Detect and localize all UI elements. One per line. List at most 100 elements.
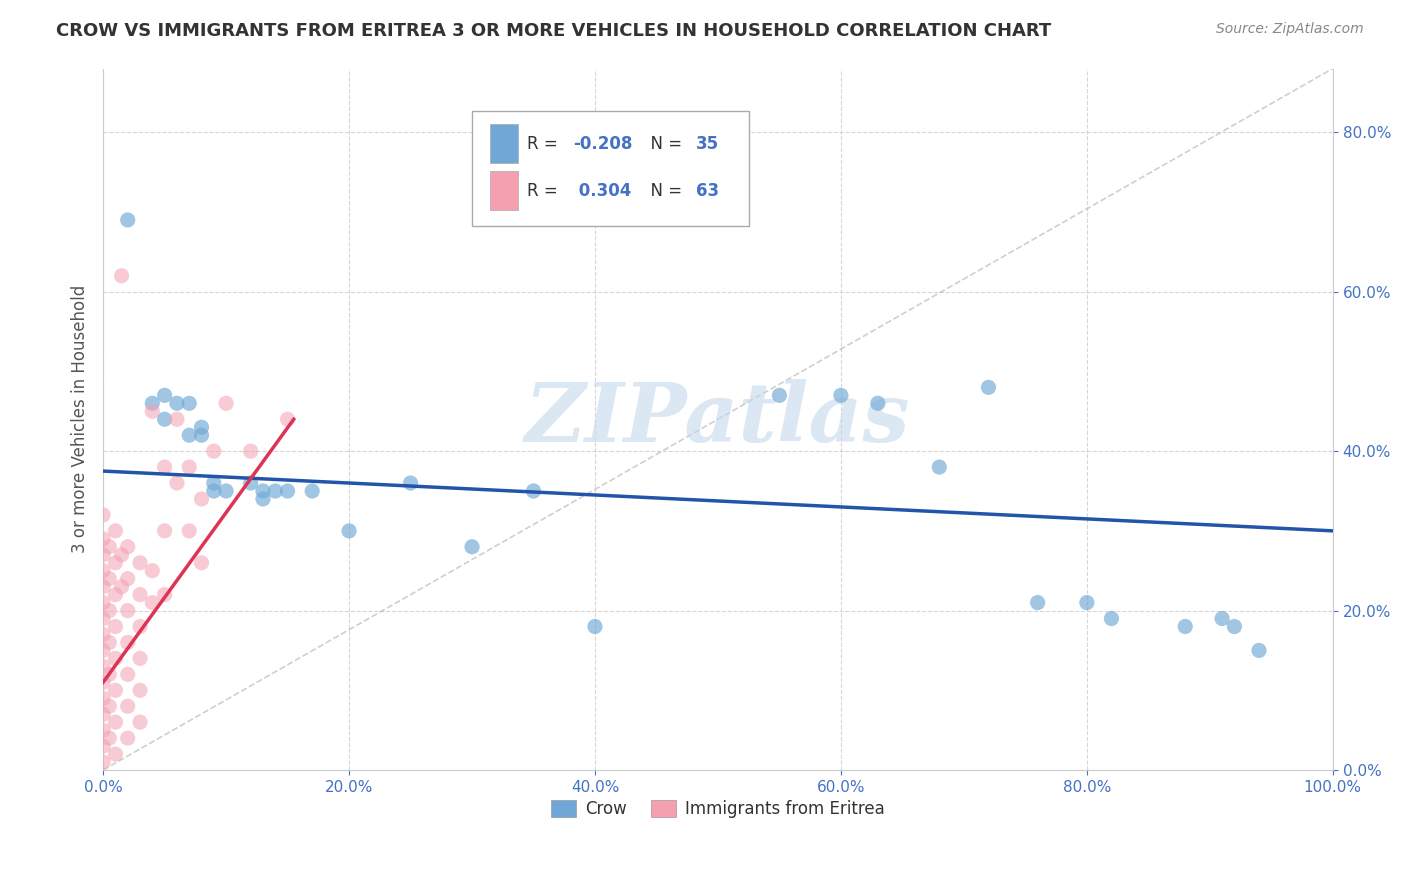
Point bbox=[179, 396, 201, 410]
Point bbox=[141, 404, 163, 418]
Point bbox=[117, 731, 139, 745]
Point bbox=[252, 483, 274, 498]
Point bbox=[153, 412, 176, 426]
Text: -0.208: -0.208 bbox=[572, 135, 633, 153]
FancyBboxPatch shape bbox=[472, 111, 748, 227]
Point bbox=[190, 428, 212, 442]
Text: 35: 35 bbox=[696, 135, 718, 153]
Text: N =: N = bbox=[641, 181, 688, 200]
Point bbox=[166, 412, 188, 426]
Point bbox=[190, 491, 212, 506]
Point bbox=[117, 540, 139, 554]
Point bbox=[91, 675, 114, 690]
Point bbox=[1211, 611, 1233, 625]
Point bbox=[179, 428, 201, 442]
Point bbox=[277, 412, 299, 426]
Point bbox=[252, 491, 274, 506]
Point bbox=[104, 683, 127, 698]
Point bbox=[583, 619, 606, 633]
Point bbox=[129, 715, 152, 730]
Point bbox=[337, 524, 360, 538]
Point bbox=[91, 508, 114, 522]
Point bbox=[166, 396, 188, 410]
Point bbox=[866, 396, 889, 410]
Text: ZIPatlas: ZIPatlas bbox=[526, 379, 911, 459]
Legend: Crow, Immigrants from Eritrea: Crow, Immigrants from Eritrea bbox=[544, 793, 891, 825]
Point bbox=[91, 739, 114, 753]
Point bbox=[190, 420, 212, 434]
Point bbox=[141, 564, 163, 578]
Point bbox=[522, 483, 544, 498]
Point bbox=[117, 699, 139, 714]
Point bbox=[104, 747, 127, 761]
Point bbox=[110, 268, 132, 283]
Text: 63: 63 bbox=[696, 181, 718, 200]
Point bbox=[129, 556, 152, 570]
Text: 0.304: 0.304 bbox=[572, 181, 631, 200]
Point bbox=[98, 603, 121, 617]
Point bbox=[1026, 596, 1049, 610]
Text: N =: N = bbox=[641, 135, 688, 153]
Point bbox=[91, 691, 114, 706]
Point bbox=[91, 564, 114, 578]
Point bbox=[110, 580, 132, 594]
Point bbox=[91, 580, 114, 594]
Bar bbox=[491, 171, 517, 210]
Point bbox=[153, 588, 176, 602]
Point bbox=[110, 548, 132, 562]
Point bbox=[91, 611, 114, 625]
Point bbox=[215, 396, 238, 410]
Point bbox=[239, 444, 262, 458]
Point bbox=[117, 572, 139, 586]
Point bbox=[129, 683, 152, 698]
Point bbox=[1076, 596, 1098, 610]
Y-axis label: 3 or more Vehicles in Household: 3 or more Vehicles in Household bbox=[72, 285, 89, 553]
Point bbox=[768, 388, 790, 402]
Point bbox=[104, 651, 127, 665]
Point bbox=[977, 380, 1000, 394]
Point bbox=[1247, 643, 1270, 657]
Text: R =: R = bbox=[527, 181, 564, 200]
Point bbox=[117, 667, 139, 681]
Point bbox=[91, 643, 114, 657]
Point bbox=[202, 444, 225, 458]
Point bbox=[301, 483, 323, 498]
Point bbox=[91, 723, 114, 738]
Point bbox=[830, 388, 852, 402]
Point bbox=[1099, 611, 1122, 625]
Point bbox=[98, 699, 121, 714]
Point bbox=[104, 619, 127, 633]
Point bbox=[117, 635, 139, 649]
Point bbox=[1174, 619, 1197, 633]
Point bbox=[91, 532, 114, 546]
Point bbox=[1223, 619, 1246, 633]
Point bbox=[166, 476, 188, 491]
Point bbox=[104, 556, 127, 570]
Point bbox=[141, 596, 163, 610]
Point bbox=[129, 651, 152, 665]
Point bbox=[153, 388, 176, 402]
Point bbox=[202, 483, 225, 498]
Point bbox=[91, 659, 114, 673]
Point bbox=[98, 731, 121, 745]
Point bbox=[153, 524, 176, 538]
Point bbox=[129, 619, 152, 633]
Point bbox=[399, 476, 422, 491]
Point bbox=[98, 635, 121, 649]
Point bbox=[98, 667, 121, 681]
Text: Source: ZipAtlas.com: Source: ZipAtlas.com bbox=[1216, 22, 1364, 37]
Point bbox=[91, 707, 114, 722]
Point bbox=[117, 213, 139, 227]
Point bbox=[461, 540, 484, 554]
Point bbox=[104, 524, 127, 538]
Point bbox=[179, 524, 201, 538]
Text: CROW VS IMMIGRANTS FROM ERITREA 3 OR MORE VEHICLES IN HOUSEHOLD CORRELATION CHAR: CROW VS IMMIGRANTS FROM ERITREA 3 OR MOR… bbox=[56, 22, 1052, 40]
Point bbox=[239, 476, 262, 491]
Point bbox=[264, 483, 287, 498]
Point bbox=[277, 483, 299, 498]
Point bbox=[98, 572, 121, 586]
Point bbox=[129, 588, 152, 602]
Bar bbox=[491, 125, 517, 163]
Point bbox=[202, 476, 225, 491]
Point bbox=[153, 460, 176, 475]
